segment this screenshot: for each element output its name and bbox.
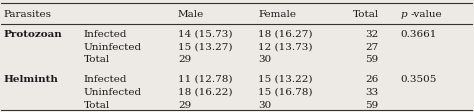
Text: Protozoan: Protozoan: [3, 29, 62, 38]
Text: 59: 59: [365, 100, 379, 109]
Text: 0.3505: 0.3505: [400, 74, 437, 83]
Text: Infected: Infected: [83, 74, 127, 83]
Text: -value: -value: [410, 10, 442, 18]
Text: Male: Male: [178, 10, 204, 18]
Text: 18 (16.22): 18 (16.22): [178, 87, 232, 96]
Text: 29: 29: [178, 55, 191, 64]
Text: Uninfected: Uninfected: [83, 87, 142, 96]
Text: 15 (16.78): 15 (16.78): [258, 87, 313, 96]
Text: Parasites: Parasites: [3, 10, 51, 18]
Text: p: p: [400, 10, 407, 18]
Text: 15 (13.22): 15 (13.22): [258, 74, 313, 83]
Text: 33: 33: [365, 87, 379, 96]
Text: 18 (16.27): 18 (16.27): [258, 29, 313, 38]
Text: 32: 32: [365, 29, 379, 38]
Text: 26: 26: [365, 74, 379, 83]
Text: 30: 30: [258, 55, 272, 64]
Text: 11 (12.78): 11 (12.78): [178, 74, 232, 83]
Text: 59: 59: [365, 55, 379, 64]
Text: Total: Total: [353, 10, 379, 18]
Text: Helminth: Helminth: [3, 74, 58, 83]
Text: Total: Total: [83, 55, 109, 64]
Text: 29: 29: [178, 100, 191, 109]
Text: Uninfected: Uninfected: [83, 42, 142, 51]
Text: 30: 30: [258, 100, 272, 109]
Text: Infected: Infected: [83, 29, 127, 38]
Text: 14 (15.73): 14 (15.73): [178, 29, 232, 38]
Text: 15 (13.27): 15 (13.27): [178, 42, 232, 51]
Text: Female: Female: [258, 10, 296, 18]
Text: 27: 27: [365, 42, 379, 51]
Text: 12 (13.73): 12 (13.73): [258, 42, 313, 51]
Text: Total: Total: [83, 100, 109, 109]
Text: 0.3661: 0.3661: [400, 29, 437, 38]
